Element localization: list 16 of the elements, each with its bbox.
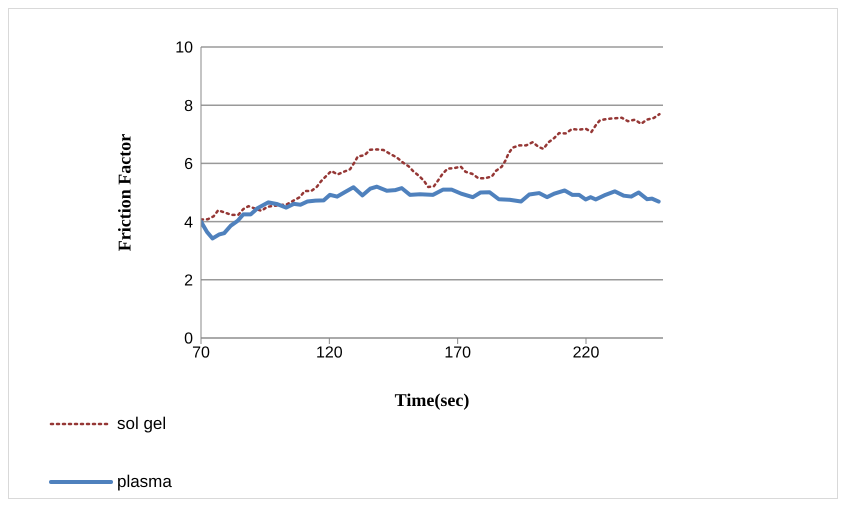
x-tick-label: 120 [316, 344, 343, 362]
x-tick-label: 70 [192, 344, 210, 362]
line-series [201, 112, 661, 221]
legend-label: plasma [117, 472, 172, 492]
y-tick-label: 10 [175, 40, 194, 57]
y-axis-title: Friction Factor [114, 134, 134, 252]
y-tick-label: 4 [184, 214, 194, 232]
x-tick-label: 170 [444, 344, 472, 362]
x-tick-label: 220 [572, 344, 600, 362]
y-tick-label: 0 [184, 330, 194, 348]
line-series [201, 184, 661, 240]
y-tick-label: 6 [184, 156, 194, 174]
y-tick-label: 2 [184, 272, 194, 290]
legend-label: sol gel [117, 414, 166, 434]
y-tick-label: 8 [184, 98, 194, 115]
x-axis-title: Time(sec) [394, 390, 470, 410]
